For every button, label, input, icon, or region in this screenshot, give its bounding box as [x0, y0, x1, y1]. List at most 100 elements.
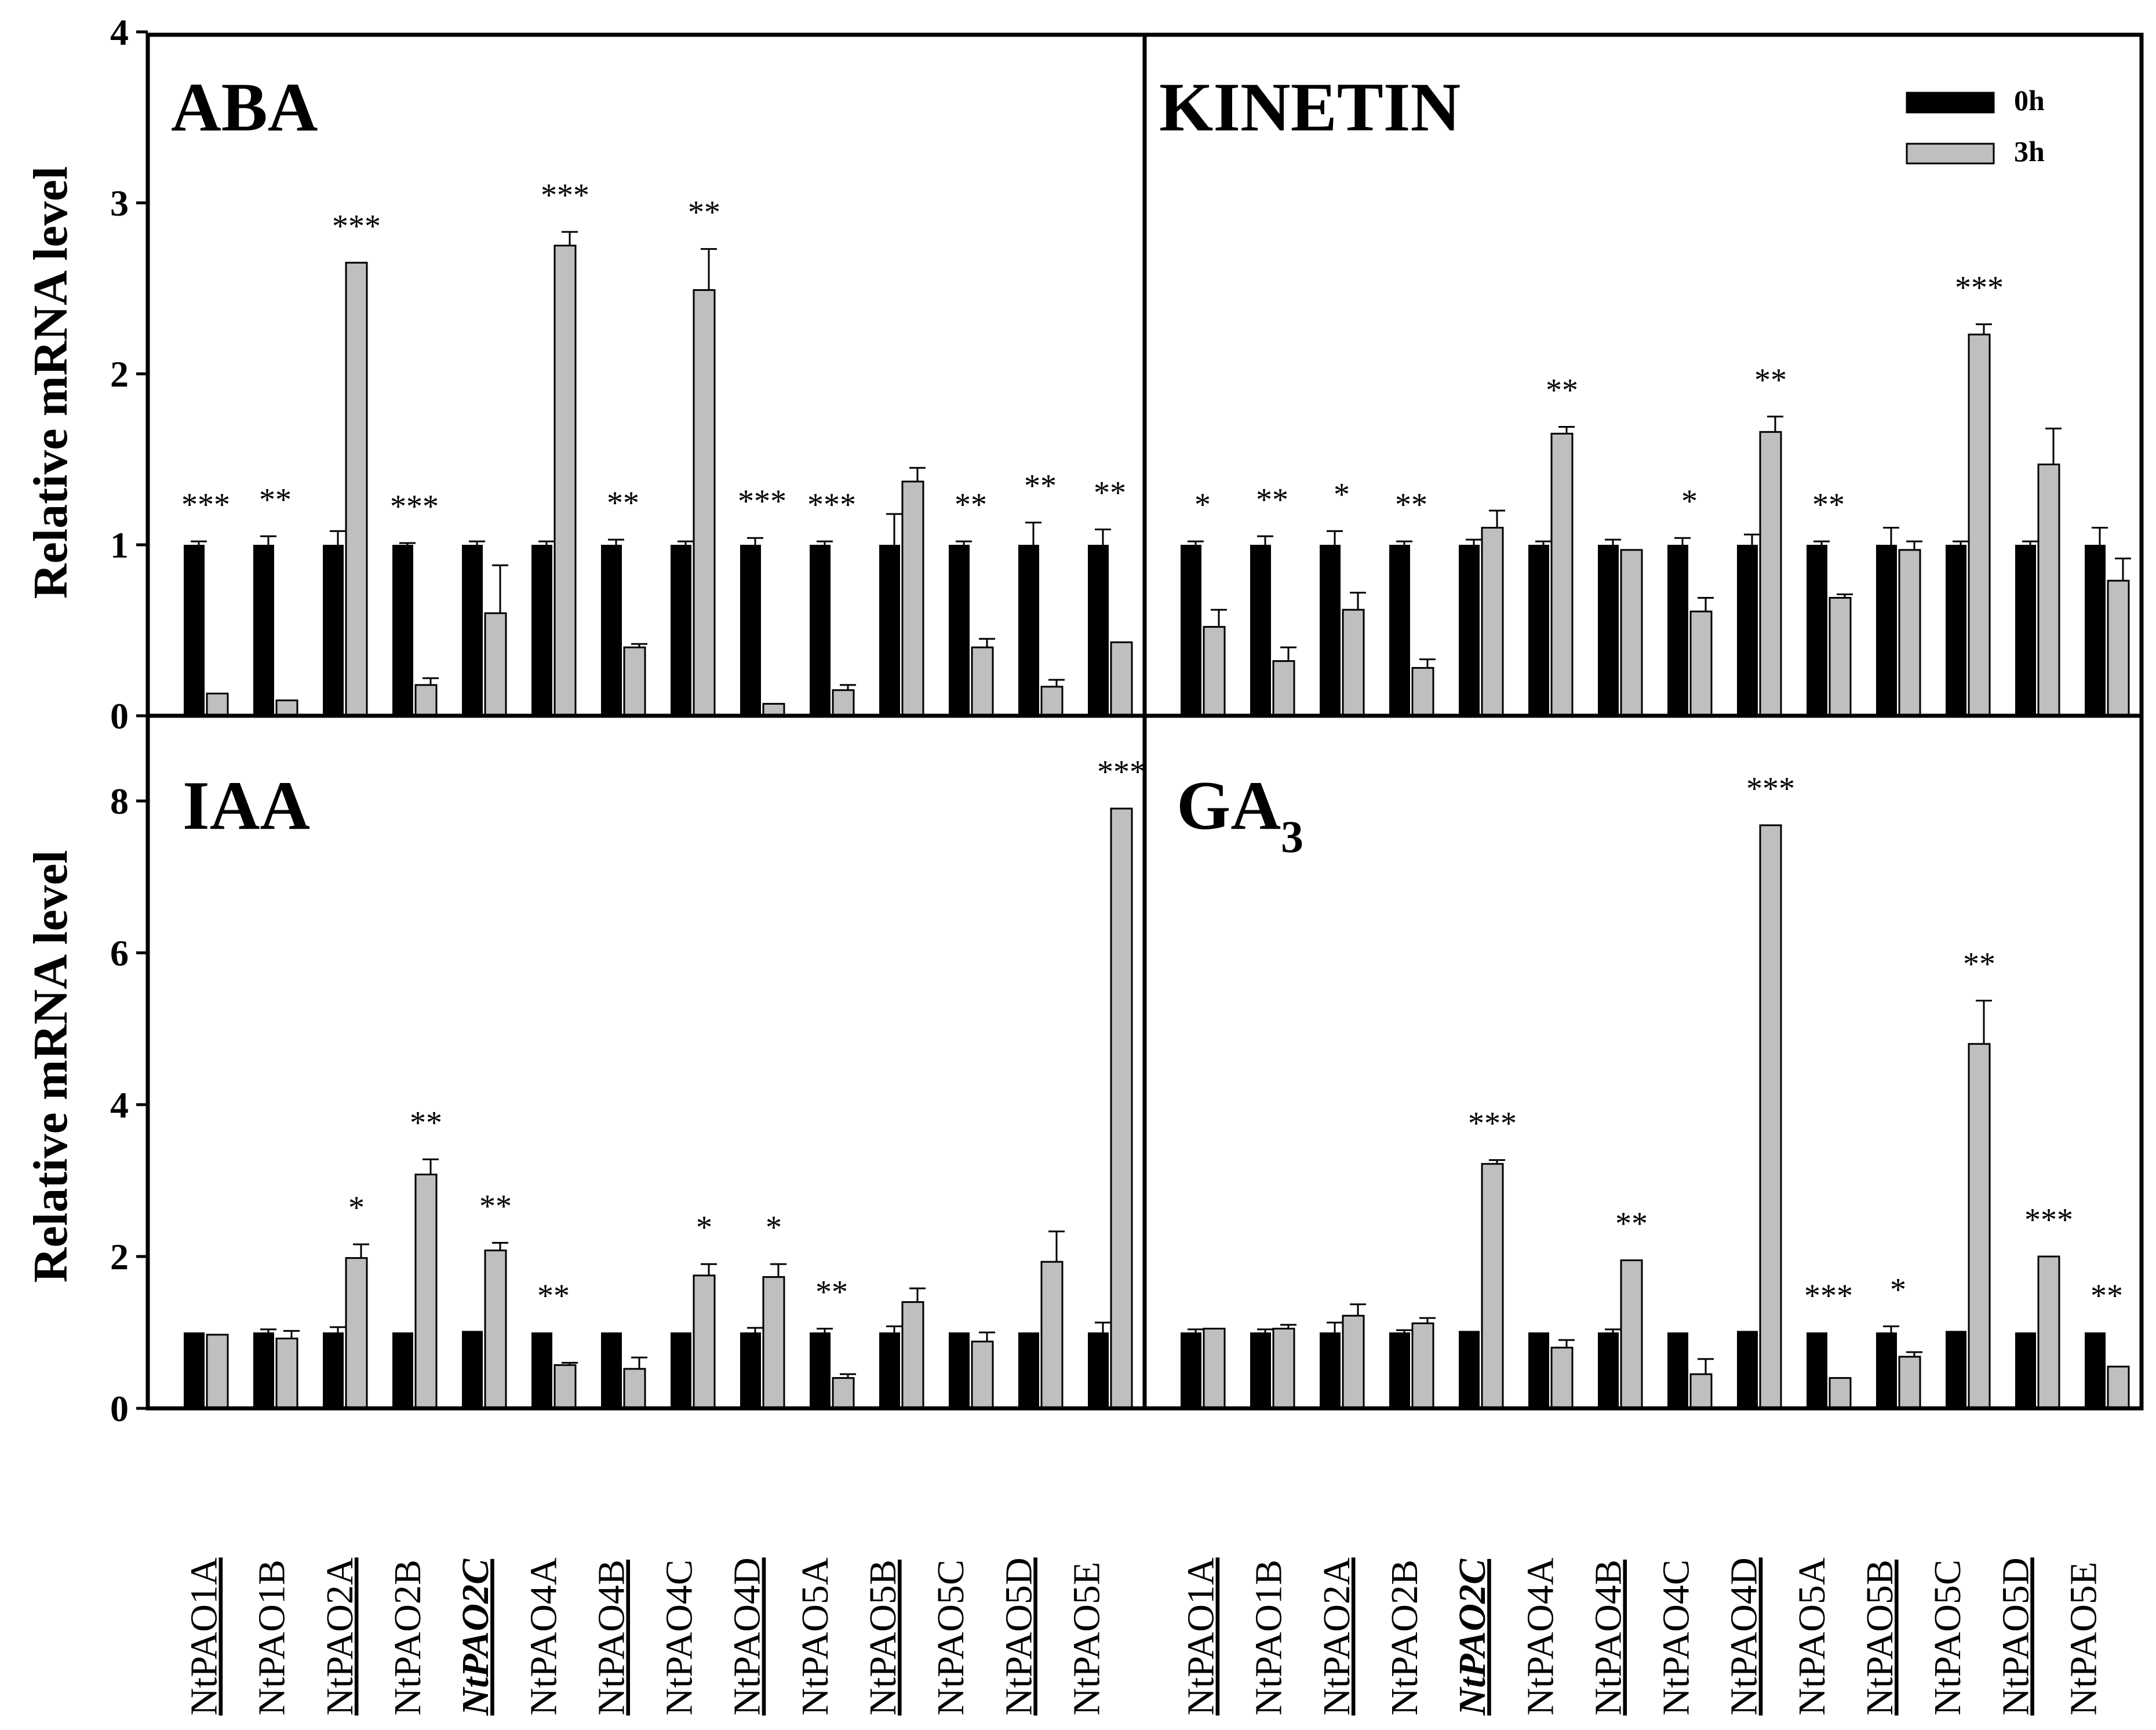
bar-3h-NtPAO5E [1110, 641, 1133, 717]
bar-0h-NtPAO4B [1598, 1332, 1619, 1408]
gene-label-right: NtPAO5B [1859, 1560, 1901, 1716]
significance-ga3-NtPAO4D: *** [1746, 771, 1795, 807]
bar-3h-NtPAO5D [1040, 1261, 1064, 1410]
panel-title-iaa: IAA [183, 767, 310, 844]
bar-0h-NtPAO2B [1389, 545, 1410, 716]
significance-kinetin-NtPAO5A: ** [1812, 487, 1845, 523]
ytick-label: 6 [110, 933, 129, 974]
bar-3h-NtPAO2C [484, 1250, 507, 1410]
gene-label-right: NtPAO4C [1655, 1560, 1698, 1716]
bar-3h-NtPAO4D [762, 1276, 785, 1410]
y-axis-labels: 0 1 2 3 4 2 4 6 8 0 Relative mRNA level Relative mR… [24, 12, 148, 1429]
ytick-label: 8 [110, 781, 129, 822]
bar-3h-NtPAO1A [1203, 1327, 1226, 1410]
bar-3h-NtPAO1B [1272, 1327, 1295, 1410]
significance-iaa-NtPAO2B: ** [410, 1105, 442, 1141]
gene-label-right: NtPAO2A [1316, 1557, 1358, 1716]
bar-0h-NtPAO5E [1088, 1332, 1109, 1408]
bar-0h-NtPAO4C [671, 545, 691, 716]
bar-3h-NtPAO5E [2107, 580, 2130, 717]
significance-ga3-NtPAO5C: ** [1963, 946, 1995, 982]
legend: 0h 3h [1906, 84, 2045, 167]
bar-0h-NtPAO1A [184, 1332, 205, 1408]
bar-3h-NtPAO5A [1829, 1377, 1852, 1410]
bar-3h-NtPAO1B [1272, 660, 1295, 717]
bar-0h-NtPAO4B [1598, 545, 1619, 716]
significance-iaa-NtPAO4A: ** [537, 1278, 570, 1314]
legend-label-0h: 0h [2014, 84, 2045, 116]
bar-0h-NtPAO2C [1459, 1331, 1480, 1408]
bar-3h-NtPAO4B [623, 646, 646, 717]
gene-label-left: NtPAO5D [997, 1557, 1040, 1716]
significance-ga3-NtPAO5A: *** [1804, 1278, 1853, 1314]
ytick-label: 2 [110, 354, 129, 395]
legend-swatch-3h [1906, 143, 1995, 165]
significance-aba-NtPAO4B: ** [607, 485, 639, 521]
significance-iaa-NtPAO5E: *** [1097, 754, 1146, 790]
significance-aba-NtPAO4C: ** [688, 195, 720, 231]
bar-3h-NtPAO4A [1550, 432, 1574, 717]
bar-3h-NtPAO1A [206, 1334, 229, 1410]
gene-label-left: NtPAO1B [251, 1560, 293, 1716]
gene-label-right: NtPAO5E [2062, 1562, 2104, 1716]
significance-aba-NtPAO4A: *** [541, 177, 589, 213]
gene-label-left: NtPAO1A [183, 1557, 225, 1716]
bar-0h-NtPAO4A [531, 1332, 552, 1408]
bar-0h-NtPAO4B [601, 1332, 622, 1408]
bar-0h-NtPAO5C [949, 545, 970, 716]
significance-aba-NtPAO1A: *** [181, 487, 230, 523]
bar-3h-NtPAO4D [1759, 431, 1782, 717]
bar-3h-NtPAO5D [2037, 1255, 2060, 1410]
bar-3h-NtPAO2C [1481, 527, 1504, 717]
bar-3h-NtPAO4A [1550, 1346, 1574, 1410]
bar-0h-NtPAO5A [810, 545, 831, 716]
bar-0h-NtPAO5A [1807, 545, 1827, 716]
bar-3h-NtPAO5A [1829, 596, 1852, 717]
legend-swatch-0h [1906, 92, 1995, 114]
bar-0h-NtPAO2B [1389, 1332, 1410, 1408]
bar-0h-NtPAO1A [1181, 1332, 1201, 1408]
bar-0h-NtPAO5D [2015, 545, 2036, 716]
bar-3h-NtPAO1A [1203, 626, 1226, 717]
significance-aba-NtPAO2A: *** [332, 208, 381, 244]
significance-kinetin-NtPAO1B: ** [1256, 482, 1288, 518]
bar-0h-NtPAO5E [1088, 545, 1109, 716]
bar-0h-NtPAO4D [740, 545, 761, 716]
significance-ga3-NtPAO5B: * [1890, 1272, 1906, 1308]
bar-3h-NtPAO4B [623, 1368, 646, 1410]
bar-3h-NtPAO2A [345, 261, 368, 717]
significance-aba-NtPAO5E: ** [1094, 475, 1126, 511]
significance-ga3-NtPAO4B: ** [1615, 1206, 1648, 1242]
bar-0h-NtPAO5B [879, 545, 900, 716]
bar-0h-NtPAO5D [1018, 545, 1039, 716]
bar-0h-NtPAO4C [1667, 1332, 1688, 1408]
gene-label-right: NtPAO5C [1926, 1560, 1969, 1716]
ytick-label: 0 [110, 695, 129, 737]
bar-0h-NtPAO1B [253, 1332, 274, 1408]
bar-0h-NtPAO1A [184, 545, 205, 716]
bar-0h-NtPAO5A [810, 1332, 831, 1408]
bar-0h-NtPAO2A [323, 1332, 344, 1408]
significance-aba-NtPAO2B: *** [390, 489, 439, 525]
gene-label-right: NtPAO4B [1587, 1560, 1629, 1716]
gene-label-left: NtPAO4A [522, 1557, 565, 1716]
bar-0h-NtPAO5A [1807, 1332, 1827, 1408]
panels: ABA*** ****************** *** **** **KINETIN… [171, 68, 2131, 1410]
bar-0h-NtPAO1B [253, 545, 274, 716]
gene-label-left: NtPAO4D [726, 1557, 769, 1716]
significance-aba-NtPAO5C: ** [955, 487, 987, 523]
gene-label-left: NtPAO5A [794, 1557, 836, 1716]
bar-0h-NtPAO5D [2015, 1332, 2036, 1408]
gene-label-right: NtPAO1A [1180, 1557, 1222, 1716]
panel-title-aba: ABA [171, 68, 318, 145]
bar-3h-NtPAO2C [1481, 1163, 1504, 1410]
bar-3h-NtPAO1B [275, 699, 298, 717]
gene-label-right: NtPAO2B [1383, 1560, 1426, 1716]
ytick-label: 2 [110, 1236, 129, 1277]
bar-3h-NtPAO2B [1411, 1322, 1434, 1410]
ytick-label: 4 [110, 12, 129, 53]
bar-0h-NtPAO4D [1737, 545, 1758, 716]
bar-3h-NtPAO4C [693, 289, 716, 717]
gene-label-left: NtPAO2C [454, 1558, 497, 1716]
bar-0h-NtPAO5C [1946, 545, 1966, 716]
